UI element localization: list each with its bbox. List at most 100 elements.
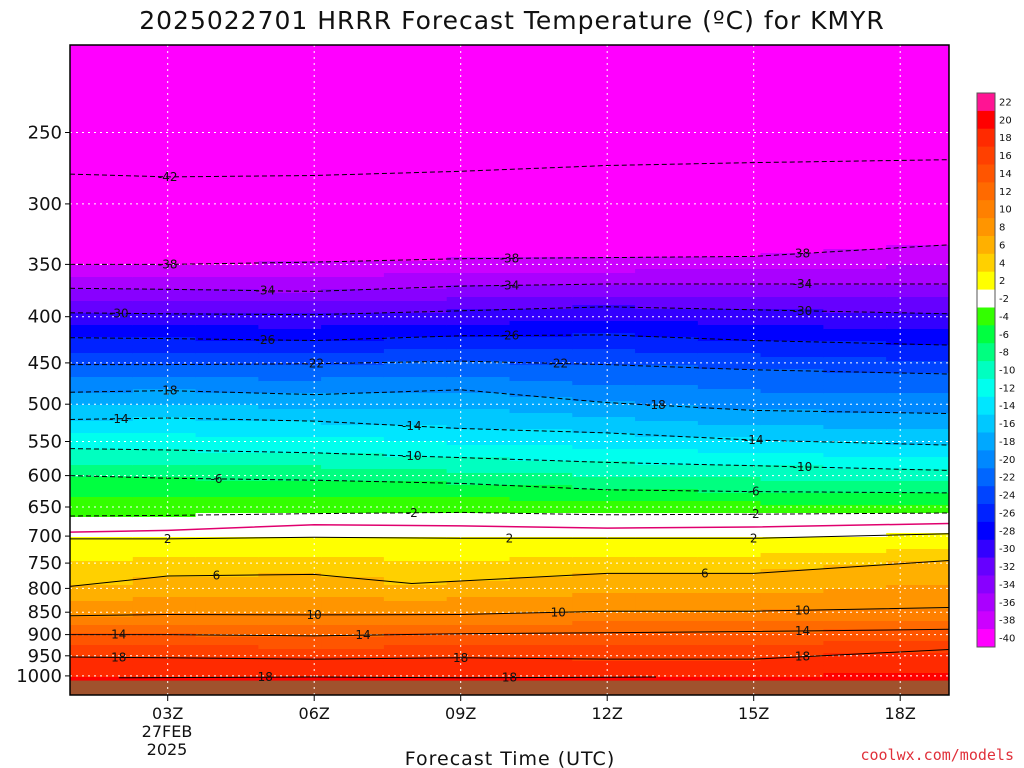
temp-band-cell: [823, 241, 888, 246]
temp-band-cell: [509, 189, 574, 194]
contour-label: -38: [500, 251, 520, 265]
temp-band-cell: [321, 529, 385, 534]
temp-band-cell: [509, 369, 574, 374]
temp-band-cell: [823, 477, 888, 482]
temp-band-cell: [195, 481, 260, 486]
temp-band-cell: [823, 233, 888, 238]
temp-band-cell: [886, 413, 949, 418]
temp-band-cell: [70, 73, 134, 78]
temp-band-cell: [509, 161, 574, 166]
temp-band-cell: [132, 361, 197, 366]
temp-band-cell: [635, 133, 699, 138]
temp-band-cell: [635, 161, 699, 166]
temp-band-cell: [635, 121, 699, 126]
temp-band-cell: [823, 265, 888, 270]
temp-band-cell: [446, 325, 511, 330]
temp-band-cell: [321, 629, 385, 634]
colorbar-swatch: [977, 218, 995, 237]
temp-band-cell: [572, 461, 637, 466]
temp-band-cell: [258, 669, 323, 674]
temp-band-cell: [886, 273, 949, 278]
temp-band-cell: [446, 45, 511, 50]
temp-band-cell: [760, 645, 825, 650]
temp-band-cell: [572, 377, 637, 382]
temp-band-cell: [697, 409, 762, 414]
temp-band-cell: [635, 521, 699, 526]
temp-band-cell: [697, 417, 762, 422]
temp-band-cell: [823, 173, 888, 178]
temp-band-cell: [572, 269, 637, 274]
temp-band-cell: [70, 525, 134, 530]
temp-band-cell: [823, 445, 888, 450]
temp-band-cell: [446, 305, 511, 310]
temp-band-cell: [132, 549, 197, 554]
temp-band-cell: [446, 509, 511, 514]
temp-band-cell: [572, 133, 637, 138]
temp-band-cell: [572, 141, 637, 146]
temp-band-cell: [509, 669, 574, 674]
temp-band-cell: [823, 581, 888, 586]
temp-band-cell: [70, 233, 134, 238]
temp-band-cell: [446, 621, 511, 626]
temp-band-cell: [258, 625, 323, 630]
temp-band-cell: [697, 397, 762, 402]
temp-band-cell: [70, 85, 134, 90]
temp-band-cell: [509, 313, 574, 318]
temp-band-cell: [195, 177, 260, 182]
temp-band-cell: [70, 157, 134, 162]
temp-band-cell: [132, 261, 197, 266]
temp-band-cell: [321, 133, 385, 138]
temp-band-cell: [572, 289, 637, 294]
temp-band-cell: [132, 581, 197, 586]
temp-band-cell: [132, 457, 197, 462]
temp-band-cell: [635, 401, 699, 406]
temp-band-cell: [572, 669, 637, 674]
temp-band-cell: [195, 233, 260, 238]
temp-band-cell: [823, 217, 888, 222]
temp-band-cell: [823, 553, 888, 558]
temp-band-cell: [70, 97, 134, 102]
temp-band-cell: [321, 157, 385, 162]
temp-band-cell: [321, 101, 385, 106]
colorbar-label: -30: [999, 544, 1015, 555]
temp-band-cell: [509, 565, 574, 570]
temp-band-cell: [383, 429, 448, 434]
temp-band-cell: [132, 117, 197, 122]
temp-band-cell: [446, 301, 511, 306]
contour-label: -18: [646, 398, 666, 412]
contour-line: [70, 283, 949, 292]
temp-band-cell: [697, 81, 762, 86]
temp-band-cell: [70, 553, 134, 558]
temp-band-cell: [321, 425, 385, 430]
temp-band-cell: [509, 505, 574, 510]
temp-band-cell: [383, 89, 448, 94]
temp-band-cell: [572, 533, 637, 538]
colorbar-label: 22: [999, 97, 1012, 108]
temp-band-cell: [509, 325, 574, 330]
temp-band-cell: [70, 133, 134, 138]
temp-band-cell: [823, 345, 888, 350]
temp-band-cell: [383, 233, 448, 238]
temp-band-cell: [697, 549, 762, 554]
temp-band-cell: [509, 185, 574, 190]
temp-band-cell: [760, 669, 825, 674]
temp-band-cell: [195, 437, 260, 442]
temp-band-cell: [760, 257, 825, 262]
temp-band-cell: [823, 45, 888, 50]
contour-label: -30: [793, 304, 813, 318]
temp-band-cell: [635, 205, 699, 210]
temp-band-cell: [509, 305, 574, 310]
temp-band-cell: [886, 389, 949, 394]
temp-band-cell: [509, 337, 574, 342]
temp-band-cell: [132, 137, 197, 142]
temp-band-cell: [258, 369, 323, 374]
temp-band-cell: [258, 317, 323, 322]
temp-band-cell: [321, 269, 385, 274]
temp-band-cell: [195, 537, 260, 542]
temp-band-cell: [572, 49, 637, 54]
temp-band-cell: [823, 665, 888, 670]
temp-band-cell: [321, 385, 385, 390]
temp-band-cell: [572, 633, 637, 638]
temp-band-cell: [258, 441, 323, 446]
temp-band-cell: [823, 101, 888, 106]
